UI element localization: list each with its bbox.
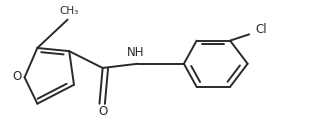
Text: O: O [12, 70, 21, 83]
Text: CH₃: CH₃ [60, 6, 79, 16]
Text: O: O [98, 104, 107, 118]
Text: Cl: Cl [255, 23, 267, 36]
Text: NH: NH [127, 46, 145, 59]
